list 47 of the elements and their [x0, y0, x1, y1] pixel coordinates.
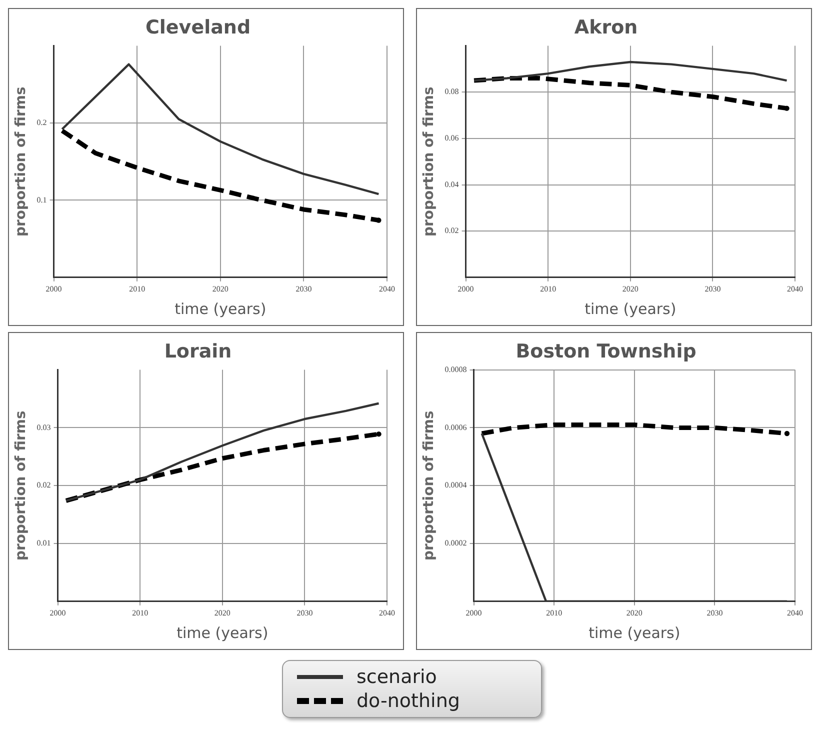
y-tick-label: 0.06 [444, 134, 459, 143]
x-axis-title: time (years) [584, 300, 676, 318]
x-tick-label: 2030 [704, 284, 721, 294]
y-axis-title: proportion of firms [13, 410, 30, 561]
y-tick-label: 0.04 [444, 180, 459, 189]
x-tick-label: 2020 [622, 284, 638, 294]
x-tick-label: 2030 [296, 284, 312, 294]
y-tick-label: 0.2 [36, 118, 47, 128]
x-tick-label: 2030 [296, 608, 313, 618]
x-tick-label: 2040 [379, 608, 395, 618]
x-tick-label: 2020 [626, 608, 642, 618]
y-tick-label: 0.01 [36, 538, 51, 548]
legend-label: do-nothing [356, 690, 460, 712]
x-tick-label: 2000 [466, 608, 482, 618]
chart-title: Lorain [164, 340, 232, 362]
x-tick-label: 2000 [50, 608, 66, 618]
x-tick-label: 2010 [546, 608, 562, 618]
y-tick-label: 0.0006 [444, 422, 467, 432]
y-tick-label: 0.02 [444, 226, 459, 236]
x-tick-label: 2000 [458, 284, 474, 294]
y-axis-title: proportion of firms [421, 410, 438, 561]
y-axis-title: proportion of firms [13, 86, 30, 237]
x-tick-label: 2040 [379, 284, 395, 294]
chart-title: Boston Township [516, 340, 696, 362]
x-tick-label: 2020 [212, 284, 228, 294]
x-tick-label: 2020 [214, 608, 230, 618]
y-tick-label: 0.08 [444, 87, 459, 96]
x-tick-label: 2000 [46, 284, 62, 294]
x-tick-label: 2040 [787, 284, 803, 294]
x-tick-label: 2010 [132, 608, 148, 618]
x-tick-label: 2030 [706, 608, 723, 618]
x-tick-label: 2010 [129, 284, 146, 294]
y-tick-label: 0.0004 [444, 480, 467, 490]
y-tick-label: 0.1 [36, 195, 47, 204]
x-tick-label: 2010 [540, 284, 556, 294]
y-tick-label: 0.02 [36, 480, 51, 490]
y-tick-label: 0.0002 [444, 538, 467, 548]
x-tick-label: 2040 [787, 608, 803, 618]
y-tick-label: 0.0008 [444, 364, 467, 374]
x-axis-title: time (years) [174, 300, 266, 318]
legend-label: scenario [356, 666, 437, 688]
y-tick-label: 0.03 [36, 422, 51, 432]
x-axis-title: time (years) [588, 624, 680, 642]
chart-title: Akron [574, 16, 638, 38]
chart-title: Cleveland [145, 16, 251, 38]
y-axis-title: proportion of firms [421, 86, 438, 237]
x-axis-title: time (years) [176, 624, 268, 642]
